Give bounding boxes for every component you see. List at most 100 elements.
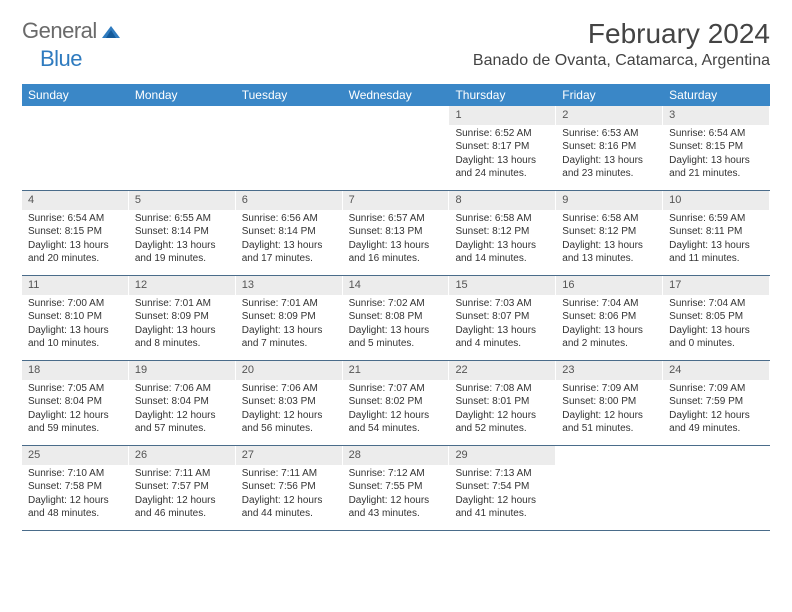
day-cell: 12 Sunrise: 7:01 AMSunset: 8:09 PMDayligh…	[129, 276, 236, 360]
sunset-text: Sunset: 8:01 PM	[455, 395, 550, 409]
day-number: 26	[129, 446, 236, 465]
day-body: Sunrise: 7:02 AMSunset: 8:08 PMDaylight:…	[343, 295, 450, 355]
sunrise-text: Sunrise: 7:03 AM	[455, 297, 550, 311]
day-cell: 23 Sunrise: 7:09 AMSunset: 8:00 PMDayligh…	[556, 361, 663, 445]
day-cell: 10Sunrise: 6:59 AMSunset: 8:11 PMDayligh…	[663, 191, 770, 275]
brand-general-text: General	[22, 18, 97, 44]
day-cell: 18Sunrise: 7:05 AMSunset: 8:04 PMDayligh…	[22, 361, 129, 445]
sunrise-text: Sunrise: 6:56 AM	[242, 212, 337, 226]
day-body: Sunrise: 7:04 AMSunset: 8:05 PMDaylight:…	[663, 295, 770, 355]
day-number: 22	[449, 361, 556, 380]
weekday-header: Monday	[129, 84, 236, 106]
sunset-text: Sunset: 7:56 PM	[242, 480, 337, 494]
sunrise-text: Sunrise: 6:53 AM	[562, 127, 657, 141]
day-number: 9	[556, 191, 663, 210]
daylight-text: Daylight: 12 hours and 54 minutes.	[349, 409, 444, 436]
sunset-text: Sunset: 8:15 PM	[28, 225, 123, 239]
sunrise-text: Sunrise: 6:52 AM	[455, 127, 550, 141]
day-number: 12	[129, 276, 236, 295]
sunset-text: Sunset: 8:10 PM	[28, 310, 123, 324]
sunset-text: Sunset: 8:04 PM	[28, 395, 123, 409]
day-cell: 6Sunrise: 6:56 AMSunset: 8:14 PMDaylight…	[236, 191, 343, 275]
daylight-text: Daylight: 13 hours and 23 minutes.	[562, 154, 657, 181]
day-cell: 22Sunrise: 7:08 AMSunset: 8:01 PMDayligh…	[449, 361, 556, 445]
day-number: 18	[22, 361, 129, 380]
day-body: Sunrise: 7:01 AMSunset: 8:09 PMDaylight:…	[236, 295, 343, 355]
daylight-text: Daylight: 13 hours and 0 minutes.	[669, 324, 764, 351]
sunset-text: Sunset: 8:07 PM	[455, 310, 550, 324]
day-number: 23	[556, 361, 663, 380]
daylight-text: Daylight: 12 hours and 52 minutes.	[455, 409, 550, 436]
day-cell: 24Sunrise: 7:09 AMSunset: 7:59 PMDayligh…	[663, 361, 770, 445]
daylight-text: Daylight: 12 hours and 41 minutes.	[455, 494, 550, 521]
sunset-text: Sunset: 8:08 PM	[349, 310, 444, 324]
sunset-text: Sunset: 8:14 PM	[135, 225, 230, 239]
day-cell	[22, 106, 129, 190]
daylight-text: Daylight: 13 hours and 10 minutes.	[28, 324, 123, 351]
day-cell: 28Sunrise: 7:12 AMSunset: 7:55 PMDayligh…	[343, 446, 450, 530]
daylight-text: Daylight: 12 hours and 43 minutes.	[349, 494, 444, 521]
day-body: Sunrise: 7:09 AMSunset: 7:59 PMDaylight:…	[663, 380, 770, 440]
sunrise-text: Sunrise: 7:02 AM	[349, 297, 444, 311]
week-row: 18Sunrise: 7:05 AMSunset: 8:04 PMDayligh…	[22, 361, 770, 446]
day-cell	[343, 106, 450, 190]
weekday-header: Friday	[556, 84, 663, 106]
sunrise-text: Sunrise: 7:10 AM	[28, 467, 123, 481]
sunrise-text: Sunrise: 6:54 AM	[669, 127, 764, 141]
sunset-text: Sunset: 8:12 PM	[455, 225, 550, 239]
sunset-text: Sunset: 7:54 PM	[455, 480, 550, 494]
day-cell: 2Sunrise: 6:53 AMSunset: 8:16 PMDaylight…	[556, 106, 663, 190]
day-cell: 16Sunrise: 7:04 AMSunset: 8:06 PMDayligh…	[556, 276, 663, 360]
daylight-text: Daylight: 13 hours and 8 minutes.	[135, 324, 230, 351]
sunset-text: Sunset: 8:09 PM	[135, 310, 230, 324]
daylight-text: Daylight: 12 hours and 51 minutes.	[562, 409, 657, 436]
sunrise-text: Sunrise: 7:09 AM	[562, 382, 657, 396]
daylight-text: Daylight: 13 hours and 19 minutes.	[135, 239, 230, 266]
sunrise-text: Sunrise: 7:05 AM	[28, 382, 123, 396]
sunrise-text: Sunrise: 6:59 AM	[669, 212, 764, 226]
sunset-text: Sunset: 8:17 PM	[455, 140, 550, 154]
sunrise-text: Sunrise: 7:06 AM	[135, 382, 230, 396]
daylight-text: Daylight: 13 hours and 4 minutes.	[455, 324, 550, 351]
weekday-header: Tuesday	[236, 84, 343, 106]
day-number: 3	[663, 106, 770, 125]
day-cell	[556, 446, 663, 530]
sunset-text: Sunset: 8:06 PM	[562, 310, 657, 324]
day-body: Sunrise: 7:08 AMSunset: 8:01 PMDaylight:…	[449, 380, 556, 440]
daylight-text: Daylight: 13 hours and 5 minutes.	[349, 324, 444, 351]
day-number: 27	[236, 446, 343, 465]
day-number: 1	[449, 106, 556, 125]
daylight-text: Daylight: 12 hours and 44 minutes.	[242, 494, 337, 521]
sunset-text: Sunset: 8:12 PM	[562, 225, 657, 239]
day-body: Sunrise: 7:06 AMSunset: 8:04 PMDaylight:…	[129, 380, 236, 440]
day-cell: 20Sunrise: 7:06 AMSunset: 8:03 PMDayligh…	[236, 361, 343, 445]
sunrise-text: Sunrise: 7:08 AM	[455, 382, 550, 396]
day-number: 15	[449, 276, 556, 295]
sunrise-text: Sunrise: 7:04 AM	[669, 297, 764, 311]
day-number: 7	[343, 191, 450, 210]
sunrise-text: Sunrise: 7:11 AM	[242, 467, 337, 481]
daylight-text: Daylight: 13 hours and 21 minutes.	[669, 154, 764, 181]
daylight-text: Daylight: 12 hours and 57 minutes.	[135, 409, 230, 436]
daylight-text: Daylight: 12 hours and 46 minutes.	[135, 494, 230, 521]
sunset-text: Sunset: 8:14 PM	[242, 225, 337, 239]
day-number: 8	[449, 191, 556, 210]
day-body: Sunrise: 7:00 AMSunset: 8:10 PMDaylight:…	[22, 295, 129, 355]
sunrise-text: Sunrise: 7:01 AM	[135, 297, 230, 311]
day-body: Sunrise: 6:52 AMSunset: 8:17 PMDaylight:…	[449, 125, 556, 185]
day-number: 25	[22, 446, 129, 465]
day-body: Sunrise: 6:59 AMSunset: 8:11 PMDaylight:…	[663, 210, 770, 270]
daylight-text: Daylight: 12 hours and 49 minutes.	[669, 409, 764, 436]
sunset-text: Sunset: 8:00 PM	[562, 395, 657, 409]
day-cell	[236, 106, 343, 190]
day-body: Sunrise: 6:53 AMSunset: 8:16 PMDaylight:…	[556, 125, 663, 185]
day-body: Sunrise: 7:05 AMSunset: 8:04 PMDaylight:…	[22, 380, 129, 440]
sunrise-text: Sunrise: 7:12 AM	[349, 467, 444, 481]
day-cell: 14Sunrise: 7:02 AMSunset: 8:08 PMDayligh…	[343, 276, 450, 360]
sunset-text: Sunset: 8:11 PM	[669, 225, 764, 239]
day-number: 4	[22, 191, 129, 210]
day-body: Sunrise: 6:54 AMSunset: 8:15 PMDaylight:…	[22, 210, 129, 270]
sunrise-text: Sunrise: 7:11 AM	[135, 467, 230, 481]
daylight-text: Daylight: 13 hours and 7 minutes.	[242, 324, 337, 351]
day-body: Sunrise: 7:10 AMSunset: 7:58 PMDaylight:…	[22, 465, 129, 525]
